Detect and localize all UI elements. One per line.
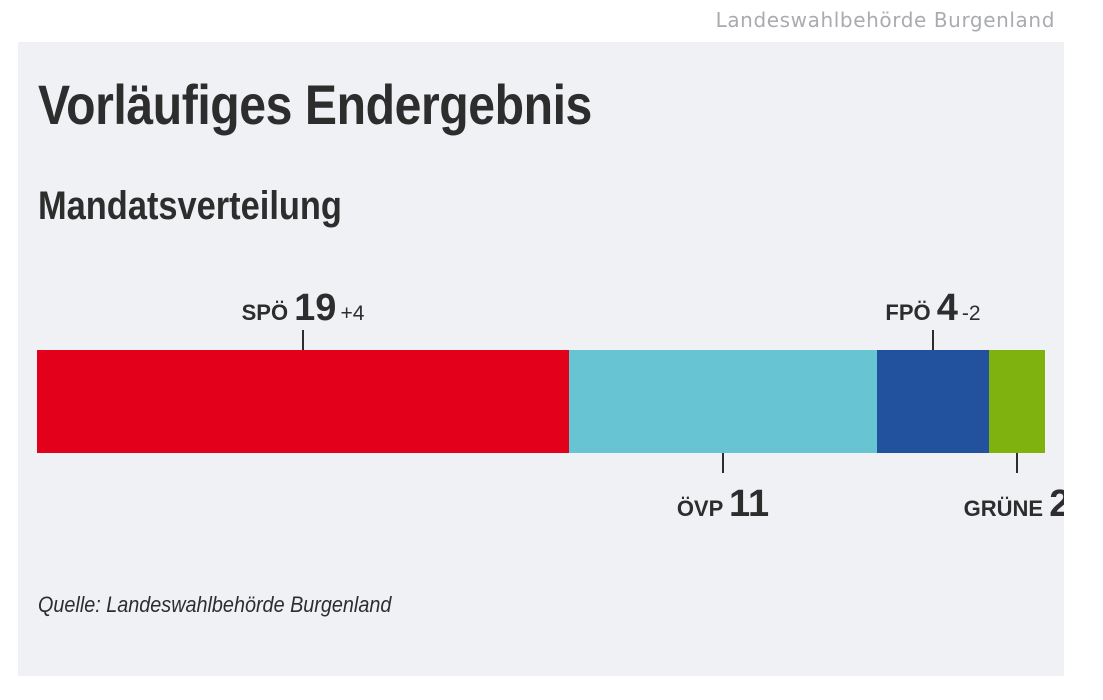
data-label-gruene: GRÜNE 2: [964, 483, 1064, 525]
bar-segment-oevp: [569, 350, 877, 453]
credit-text: Landeswahlbehörde Burgenland: [715, 8, 1055, 32]
seat-change-spoe: +4: [340, 302, 364, 325]
data-label-fpoe: FPÖ 4 -2: [885, 287, 980, 329]
stacked-bar-chart: SPÖ 19 +4 ÖVP 11 FPÖ 4 -2 GRÜNE 2: [37, 287, 1064, 525]
party-name-fpoe: FPÖ: [885, 300, 936, 325]
bar-segment-gruene: [989, 350, 1045, 453]
source-note: Quelle: Landeswahlbehörde Burgenland: [38, 592, 392, 617]
data-label-spoe: SPÖ 19 +4: [242, 287, 365, 329]
chart-title: Vorläufiges Endergebnis: [38, 73, 592, 136]
bar-segment-spoe: [37, 350, 569, 453]
seat-change-fpoe: -2: [962, 302, 981, 325]
seat-count-oevp: 11: [729, 483, 769, 525]
chart-subtitle: Mandatsverteilung: [38, 184, 342, 228]
seat-count-spoe: 19: [294, 287, 336, 329]
party-name-spoe: SPÖ: [242, 300, 295, 325]
party-name-oevp: ÖVP: [677, 496, 729, 521]
bar-segment-fpoe: [877, 350, 989, 453]
data-label-oevp: ÖVP 11: [677, 483, 769, 525]
party-name-gruene: GRÜNE: [964, 496, 1050, 521]
seat-count-gruene: 2: [1049, 483, 1064, 525]
chart-panel: Vorläufiges Endergebnis Mandatsverteilun…: [18, 42, 1064, 676]
seat-count-fpoe: 4: [937, 287, 958, 329]
